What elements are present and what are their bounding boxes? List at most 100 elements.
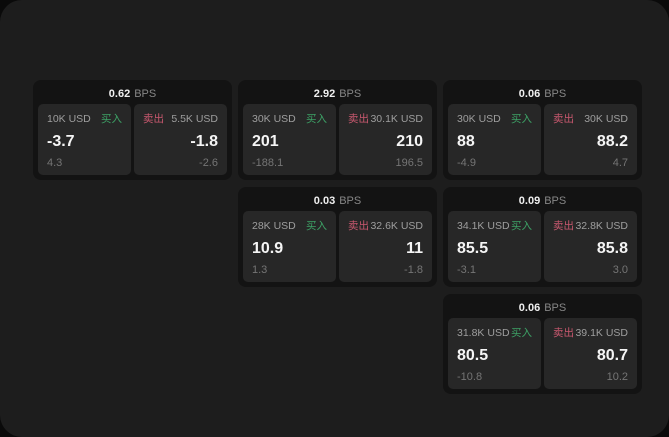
buy-side-label: 买入 xyxy=(511,220,532,232)
sell-price: 11 xyxy=(406,239,423,257)
buy-panel-header: 30K USD 买入 xyxy=(457,111,532,126)
card-header: 0.62 BPS xyxy=(38,84,227,104)
bps-unit-label: BPS xyxy=(339,195,362,207)
sell-panel-header: 卖出 39.1K USD xyxy=(553,325,628,340)
buy-delta: -10.8 xyxy=(457,371,483,383)
card-header: 0.06 BPS xyxy=(448,298,637,318)
bps-unit-label: BPS xyxy=(134,88,157,100)
quote-card: 0.06 BPS 30K USD 买入 88 -4.9 卖出 30K USD 8… xyxy=(443,80,642,180)
sell-price: 88.2 xyxy=(596,132,628,150)
sell-size: 30K USD xyxy=(584,112,628,125)
sell-panel-header: 卖出 32.8K USD xyxy=(553,218,628,233)
quote-card: 0.62 BPS 10K USD 买入 -3.7 4.3 卖出 5.5K USD… xyxy=(33,80,232,180)
sell-side-label: 卖出 xyxy=(143,113,164,125)
sell-delta: -2.6 xyxy=(199,157,218,169)
buy-panel-header: 34.1K USD 买入 xyxy=(457,218,532,233)
buy-quote-panel[interactable]: 30K USD 买入 201 -188.1 xyxy=(243,104,336,175)
buy-delta: -4.9 xyxy=(457,157,476,169)
sell-price: 210 xyxy=(396,132,423,150)
buy-size: 10K USD xyxy=(47,112,91,125)
sell-side-label: 卖出 xyxy=(348,113,369,125)
sell-delta: 196.5 xyxy=(395,157,423,169)
buy-price: 88 xyxy=(457,132,475,150)
sell-quote-panel[interactable]: 卖出 32.6K USD 11 -1.8 xyxy=(339,211,432,282)
sell-side-label: 卖出 xyxy=(348,220,369,232)
buy-size: 34.1K USD xyxy=(457,219,510,232)
buy-delta: 4.3 xyxy=(47,157,63,169)
sell-quote-panel[interactable]: 卖出 30K USD 88.2 4.7 xyxy=(544,104,637,175)
buy-quote-panel[interactable]: 28K USD 买入 10.9 1.3 xyxy=(243,211,336,282)
buy-delta: -188.1 xyxy=(252,157,284,169)
buy-side-label: 买入 xyxy=(511,327,532,339)
bps-value: 0.06 xyxy=(518,88,541,100)
buy-panel-header: 30K USD 买入 xyxy=(252,111,327,126)
sell-price: -1.8 xyxy=(190,132,218,150)
sell-price: 85.8 xyxy=(596,239,628,257)
card-header: 0.06 BPS xyxy=(448,84,637,104)
quote-card: 0.09 BPS 34.1K USD 买入 85.5 -3.1 卖出 32.8K… xyxy=(443,187,642,287)
quote-panels: 30K USD 买入 201 -188.1 卖出 30.1K USD 210 1… xyxy=(243,104,432,175)
bps-value: 2.92 xyxy=(313,88,336,100)
bps-value: 0.06 xyxy=(518,302,541,314)
buy-size: 31.8K USD xyxy=(457,326,510,339)
quote-card: 0.06 BPS 31.8K USD 买入 80.5 -10.8 卖出 39.1… xyxy=(443,294,642,394)
sell-delta: 10.2 xyxy=(606,371,628,383)
bps-unit-label: BPS xyxy=(544,302,567,314)
quote-panels: 34.1K USD 买入 85.5 -3.1 卖出 32.8K USD 85.8… xyxy=(448,211,637,282)
quote-panels: 28K USD 买入 10.9 1.3 卖出 32.6K USD 11 -1.8 xyxy=(243,211,432,282)
buy-size: 30K USD xyxy=(252,112,296,125)
buy-quote-panel[interactable]: 31.8K USD 买入 80.5 -10.8 xyxy=(448,318,541,389)
card-header: 0.03 BPS xyxy=(243,191,432,211)
buy-panel-header: 28K USD 买入 xyxy=(252,218,327,233)
bps-value: 0.09 xyxy=(518,195,541,207)
sell-price: 80.7 xyxy=(596,346,628,364)
sell-delta: -1.8 xyxy=(404,264,423,276)
buy-panel-header: 31.8K USD 买入 xyxy=(457,325,532,340)
sell-size: 32.8K USD xyxy=(575,219,628,232)
sell-panel-header: 卖出 30.1K USD xyxy=(348,111,423,126)
bps-unit-label: BPS xyxy=(544,195,567,207)
bps-value: 0.03 xyxy=(313,195,336,207)
quotes-grid: 0.62 BPS 10K USD 买入 -3.7 4.3 卖出 5.5K USD… xyxy=(33,80,642,394)
sell-side-label: 卖出 xyxy=(553,327,574,339)
buy-price: 80.5 xyxy=(457,346,489,364)
buy-size: 28K USD xyxy=(252,219,296,232)
buy-side-label: 买入 xyxy=(101,113,122,125)
sell-panel-header: 卖出 5.5K USD xyxy=(143,111,218,126)
buy-quote-panel[interactable]: 34.1K USD 买入 85.5 -3.1 xyxy=(448,211,541,282)
buy-panel-header: 10K USD 买入 xyxy=(47,111,122,126)
bps-unit-label: BPS xyxy=(339,88,362,100)
buy-price: 85.5 xyxy=(457,239,489,257)
sell-delta: 3.0 xyxy=(612,264,628,276)
buy-delta: 1.3 xyxy=(252,264,268,276)
sell-quote-panel[interactable]: 卖出 5.5K USD -1.8 -2.6 xyxy=(134,104,227,175)
quote-panels: 31.8K USD 买入 80.5 -10.8 卖出 39.1K USD 80.… xyxy=(448,318,637,389)
buy-side-label: 买入 xyxy=(306,220,327,232)
sell-size: 30.1K USD xyxy=(370,112,423,125)
buy-price: 10.9 xyxy=(252,239,284,257)
sell-delta: 4.7 xyxy=(612,157,628,169)
buy-size: 30K USD xyxy=(457,112,501,125)
buy-side-label: 买入 xyxy=(306,113,327,125)
sell-size: 32.6K USD xyxy=(370,219,423,232)
quote-panels: 10K USD 买入 -3.7 4.3 卖出 5.5K USD -1.8 -2.… xyxy=(38,104,227,175)
sell-quote-panel[interactable]: 卖出 32.8K USD 85.8 3.0 xyxy=(544,211,637,282)
card-header: 0.09 BPS xyxy=(448,191,637,211)
sell-quote-panel[interactable]: 卖出 30.1K USD 210 196.5 xyxy=(339,104,432,175)
buy-price: 201 xyxy=(252,132,279,150)
card-header: 2.92 BPS xyxy=(243,84,432,104)
quote-card: 0.03 BPS 28K USD 买入 10.9 1.3 卖出 32.6K US… xyxy=(238,187,437,287)
buy-quote-panel[interactable]: 30K USD 买入 88 -4.9 xyxy=(448,104,541,175)
quote-card: 2.92 BPS 30K USD 买入 201 -188.1 卖出 30.1K … xyxy=(238,80,437,180)
sell-quote-panel[interactable]: 卖出 39.1K USD 80.7 10.2 xyxy=(544,318,637,389)
sell-side-label: 卖出 xyxy=(553,113,574,125)
sell-panel-header: 卖出 32.6K USD xyxy=(348,218,423,233)
sell-side-label: 卖出 xyxy=(553,220,574,232)
sell-panel-header: 卖出 30K USD xyxy=(553,111,628,126)
quote-panels: 30K USD 买入 88 -4.9 卖出 30K USD 88.2 4.7 xyxy=(448,104,637,175)
buy-quote-panel[interactable]: 10K USD 买入 -3.7 4.3 xyxy=(38,104,131,175)
bps-unit-label: BPS xyxy=(544,88,567,100)
buy-side-label: 买入 xyxy=(511,113,532,125)
bps-value: 0.62 xyxy=(108,88,131,100)
